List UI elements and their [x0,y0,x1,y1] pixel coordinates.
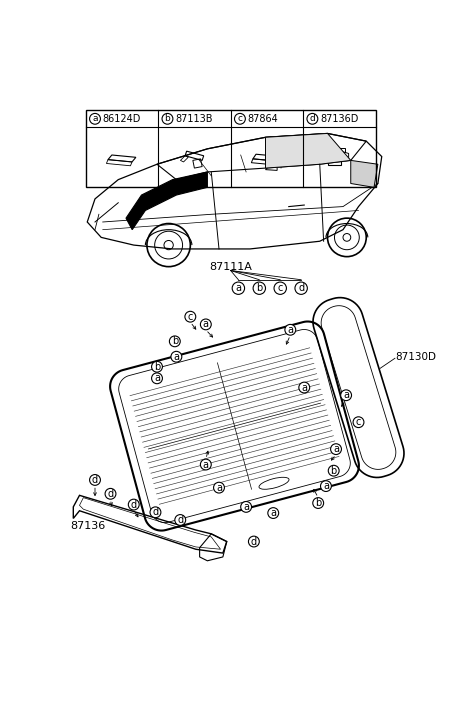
Text: 87113B: 87113B [175,114,213,124]
Text: a: a [243,502,249,512]
Circle shape [200,459,211,470]
Text: c: c [188,312,193,322]
Text: b: b [172,337,178,346]
Circle shape [241,502,252,513]
Text: d: d [298,284,304,293]
Circle shape [328,465,339,476]
Circle shape [171,351,182,362]
Bar [86,111,376,188]
Text: a: a [203,319,209,329]
Text: 87130D: 87130D [395,352,436,362]
Text: b: b [315,498,321,508]
Circle shape [341,390,351,401]
Polygon shape [126,172,207,230]
Text: d: d [130,499,137,510]
Circle shape [274,282,287,294]
Circle shape [90,113,100,124]
Text: a: a [333,444,339,454]
Text: b: b [256,284,262,293]
Circle shape [320,481,331,491]
Circle shape [162,113,173,124]
Circle shape [105,489,116,499]
Bar [328,151,341,165]
Circle shape [353,417,364,427]
Circle shape [152,373,162,384]
Text: d: d [92,475,98,485]
Text: b: b [331,466,337,475]
Circle shape [214,482,225,493]
Circle shape [268,507,279,518]
Text: 86124D: 86124D [103,114,141,124]
Circle shape [285,324,296,335]
Text: c: c [278,284,283,293]
Text: a: a [92,114,98,124]
Bar [326,148,345,152]
Text: c: c [238,114,243,124]
Text: d: d [108,489,113,499]
Text: d: d [251,537,257,547]
Circle shape [232,282,245,294]
Text: b: b [165,114,171,124]
Polygon shape [351,161,378,188]
Circle shape [169,336,180,347]
Circle shape [200,319,211,330]
Circle shape [152,361,162,372]
Text: 87136: 87136 [70,521,105,531]
Circle shape [313,498,324,508]
Circle shape [234,113,245,124]
Circle shape [185,311,196,322]
Text: 87111A: 87111A [209,262,252,272]
Circle shape [331,443,342,454]
Text: a: a [287,325,293,335]
Text: d: d [177,515,183,525]
Text: d: d [310,114,315,124]
Circle shape [248,536,259,547]
Text: a: a [270,508,276,518]
Circle shape [295,282,307,294]
Text: a: a [343,390,349,401]
Text: b: b [154,362,160,371]
Circle shape [150,507,161,518]
Text: a: a [173,352,180,362]
Text: c: c [356,417,361,427]
Text: a: a [203,459,209,470]
Circle shape [299,382,310,393]
Text: 87864: 87864 [248,114,279,124]
Polygon shape [266,134,351,168]
Text: a: a [154,373,160,383]
Circle shape [175,515,186,526]
Circle shape [128,499,139,510]
Circle shape [90,475,100,486]
Text: a: a [301,382,307,393]
Text: d: d [153,507,158,518]
Text: a: a [323,481,329,491]
Circle shape [307,113,318,124]
Text: a: a [216,483,222,493]
Text: 87136D: 87136D [320,114,359,124]
Circle shape [253,282,266,294]
Text: a: a [235,284,241,293]
